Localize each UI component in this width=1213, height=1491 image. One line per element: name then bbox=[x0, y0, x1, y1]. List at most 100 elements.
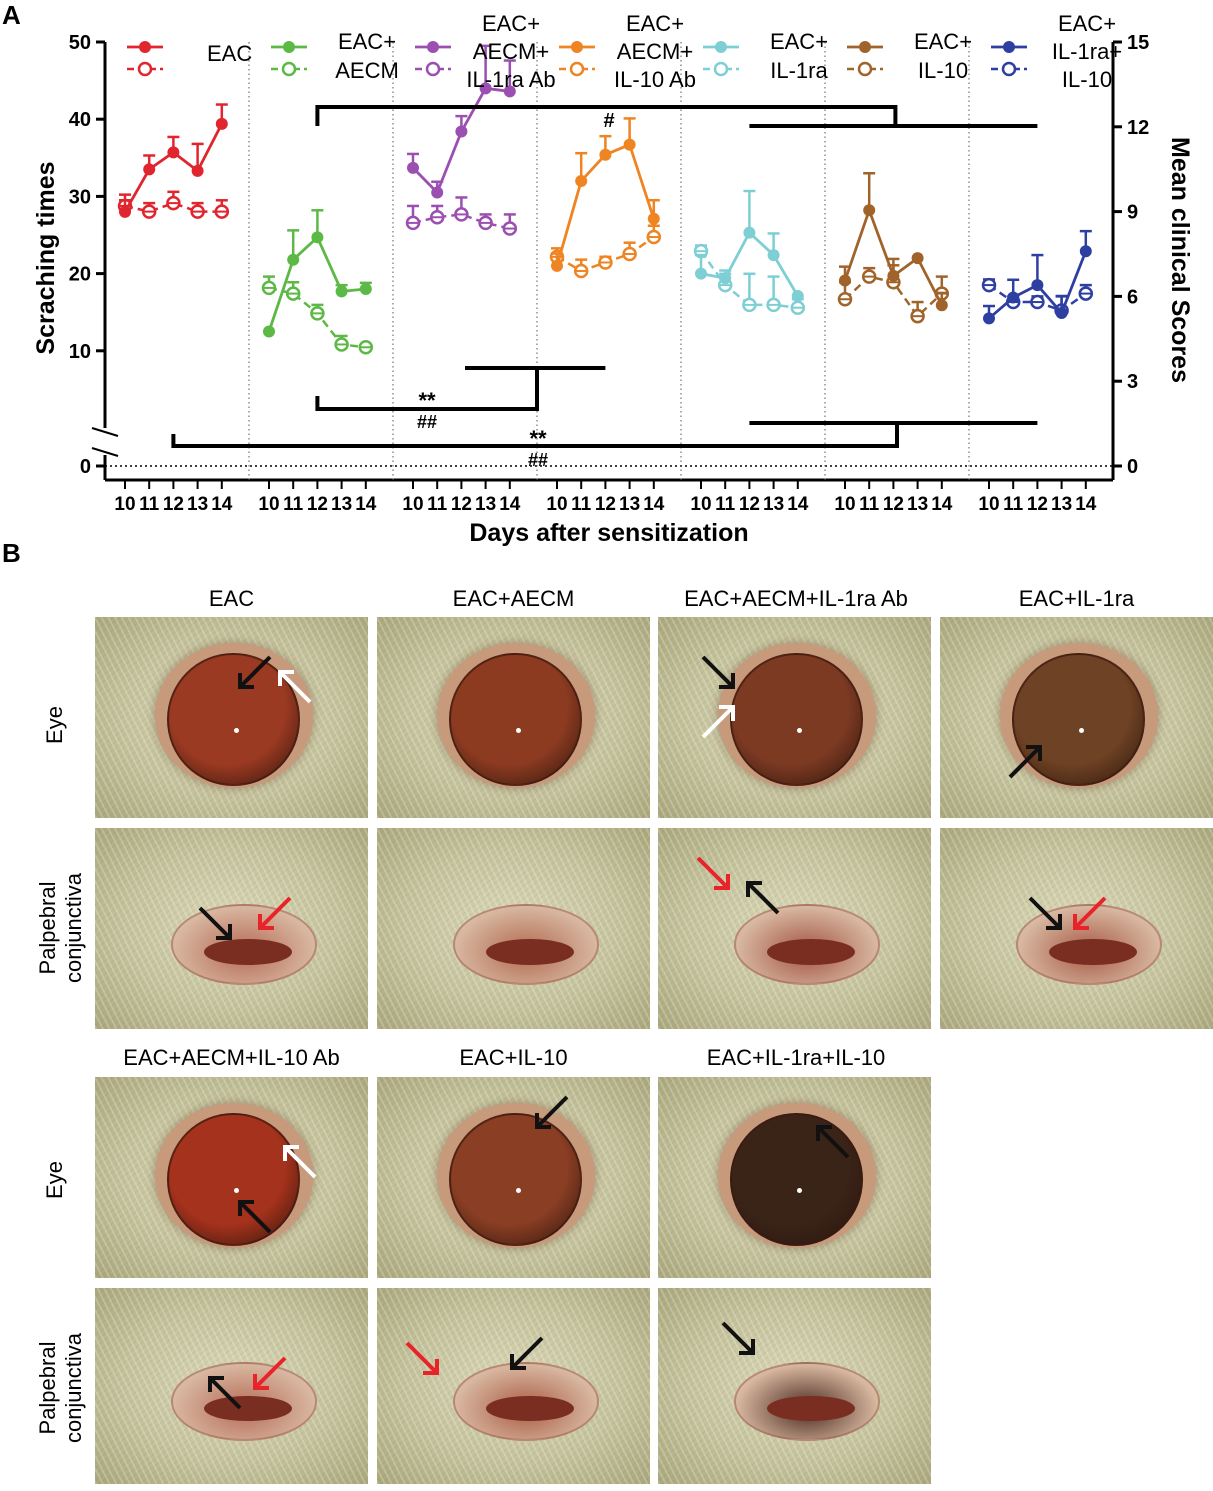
legend-dashed-marker-6 bbox=[1001, 61, 1017, 77]
eye-reflection bbox=[515, 1187, 521, 1193]
legend-solid-marker-3 bbox=[571, 41, 583, 53]
legend-label-2-0: EAC+ bbox=[482, 11, 540, 36]
arrow-layer bbox=[696, 856, 780, 915]
right-tick-label-6: 6 bbox=[1127, 286, 1138, 308]
arrow-layer bbox=[816, 1125, 850, 1159]
legend-solid-marker-4 bbox=[715, 41, 727, 53]
x-tick-label-12: 12 bbox=[307, 494, 328, 515]
right-tick-label-9: 9 bbox=[1127, 202, 1138, 224]
arrow-layer bbox=[1008, 745, 1042, 779]
black-arrow-icon bbox=[746, 881, 780, 915]
x-tick-label-13: 13 bbox=[763, 494, 784, 515]
point-scratching-day-14 bbox=[503, 85, 516, 98]
legend-solid-marker-2 bbox=[427, 41, 439, 53]
annotation-dblhash-1: ## bbox=[417, 412, 437, 432]
legend-label-3-0: EAC+ bbox=[626, 11, 684, 36]
arrow-layer bbox=[198, 896, 292, 940]
x-tick-label-13: 13 bbox=[1051, 494, 1072, 515]
point-scratching-day-12 bbox=[1031, 279, 1044, 292]
point-scratching-day-13 bbox=[479, 82, 492, 95]
eye-photo-3 bbox=[940, 617, 1213, 818]
left-tick-label-20: 20 bbox=[69, 264, 91, 286]
row-label-eye-text: Eye bbox=[42, 706, 67, 744]
arrow-layer bbox=[238, 655, 312, 704]
x-tick-label-13: 13 bbox=[475, 494, 496, 515]
conjunctiva-fold bbox=[486, 1395, 574, 1422]
x-tick-label-11: 11 bbox=[859, 494, 880, 515]
x-tick-label-10: 10 bbox=[114, 494, 135, 515]
photo-title-eac-aecm: EAC+AECM bbox=[452, 586, 575, 611]
row-label-eye-text-bottom: Eye bbox=[42, 1161, 67, 1199]
annotation-hash: # bbox=[603, 110, 614, 132]
everted-eyelid bbox=[171, 1362, 318, 1441]
eyeball bbox=[167, 653, 300, 786]
red-arrow-icon bbox=[258, 896, 292, 930]
point-scratching-day-13 bbox=[335, 285, 348, 298]
legend-label-2-2: IL-1ra Ab bbox=[466, 67, 555, 92]
x-tick-label-11: 11 bbox=[427, 494, 448, 515]
left-tick-label-10: 10 bbox=[69, 341, 91, 363]
legend-solid-marker-5 bbox=[859, 41, 871, 53]
legend-dashed-marker-3 bbox=[569, 61, 585, 77]
series-line-scratching-2 bbox=[411, 86, 510, 196]
point-scratching-day-14 bbox=[647, 212, 660, 225]
conjunctiva-fold bbox=[486, 938, 574, 965]
point-scratching-day-13 bbox=[767, 249, 780, 262]
legend-label-2-1: AECM+ bbox=[473, 39, 549, 64]
bracket-aecm-il10ab bbox=[315, 366, 606, 411]
point-scratching-day-11 bbox=[863, 204, 876, 217]
eye-reflection bbox=[796, 1187, 802, 1193]
point-scratching-day-13 bbox=[191, 164, 204, 177]
everted-eyelid bbox=[734, 1362, 881, 1441]
axis-break-mark-1 bbox=[91, 427, 119, 437]
eye-reflection bbox=[233, 1187, 239, 1193]
eye-photo-10 bbox=[658, 1077, 931, 1278]
row-label-eye-top: Eye bbox=[42, 665, 82, 785]
arrow-layer bbox=[535, 1095, 569, 1129]
legend-label-4-0: EAC+ bbox=[770, 29, 828, 54]
black-arrow-icon bbox=[721, 1321, 755, 1355]
axis-break-mark-2 bbox=[91, 447, 119, 457]
black-arrow-icon bbox=[701, 655, 735, 689]
legend-label-1-1: AECM bbox=[335, 58, 399, 83]
eyeball bbox=[167, 1113, 300, 1246]
y-axis-title-right: Mean clinical Scores bbox=[1166, 137, 1194, 383]
photo-title-eac-il10: EAC+IL-10 bbox=[459, 1045, 568, 1070]
point-scratching-day-10 bbox=[695, 267, 707, 280]
row-label-conj-line1: Palpebral bbox=[35, 881, 60, 975]
point-scratching-day-12 bbox=[599, 148, 612, 161]
eye-photo-1 bbox=[377, 617, 650, 818]
right-tick-label-12: 12 bbox=[1127, 117, 1149, 139]
black-arrow-icon bbox=[510, 1336, 544, 1370]
x-tick-label-10: 10 bbox=[258, 494, 279, 515]
series-line-clinical-0 bbox=[124, 201, 222, 213]
x-tick-label-13: 13 bbox=[187, 494, 208, 515]
legend-solid-marker-0 bbox=[139, 41, 151, 53]
x-tick-label-14: 14 bbox=[1075, 494, 1097, 515]
eyeball bbox=[730, 1113, 863, 1246]
x-tick-label-11: 11 bbox=[1003, 494, 1024, 515]
x-tick-label-12: 12 bbox=[451, 494, 472, 515]
point-scratching-day-11 bbox=[287, 253, 300, 266]
point-scratching-day-14 bbox=[215, 117, 228, 130]
everted-eyelid bbox=[171, 904, 318, 985]
eye-photo-9 bbox=[377, 1077, 650, 1278]
arrow-layer bbox=[405, 1336, 544, 1375]
conjunctiva-photo-4 bbox=[95, 828, 368, 1029]
conjunctiva-fold bbox=[204, 938, 292, 965]
bracket-eac-il10 bbox=[171, 423, 899, 448]
red-arrow-icon bbox=[405, 1341, 439, 1375]
red-arrow-icon bbox=[1073, 896, 1107, 930]
x-tick-label-10: 10 bbox=[690, 494, 711, 515]
photo-title-eac-il1ra: EAC+IL-1ra bbox=[1018, 586, 1135, 611]
left-tick-label-0: 0 bbox=[80, 456, 91, 478]
x-tick-label-14: 14 bbox=[643, 494, 665, 515]
arrow-layer bbox=[701, 655, 735, 739]
legend-label-0: EAC bbox=[207, 41, 252, 66]
eye-reflection bbox=[515, 727, 521, 733]
conjunctiva-photo-13 bbox=[658, 1288, 931, 1484]
point-scratching-day-13 bbox=[623, 138, 636, 151]
conjunctiva-photo-11 bbox=[95, 1288, 368, 1484]
point-scratching-day-12 bbox=[887, 269, 900, 282]
eyeball bbox=[449, 653, 582, 786]
